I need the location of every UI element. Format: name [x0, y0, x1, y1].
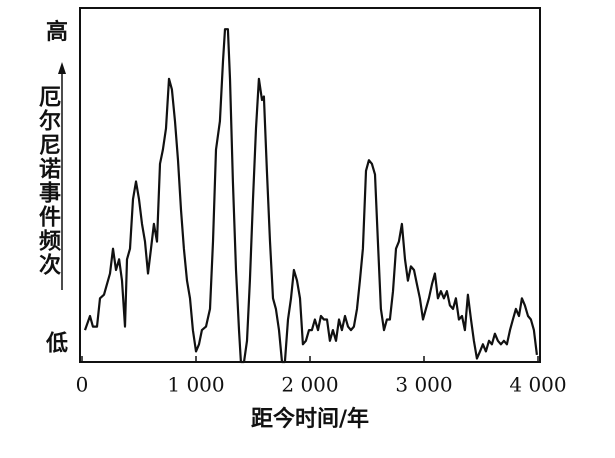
x-tick-label: 3 000	[395, 373, 452, 397]
y-arrow-head	[58, 62, 66, 74]
x-tick-label: 1 000	[167, 373, 224, 397]
plot-frame	[79, 7, 541, 363]
x-tick-label: 4 000	[509, 373, 566, 397]
y-tick-label: 低	[45, 331, 68, 356]
data-line	[83, 28, 538, 364]
y-tick-label: 高	[46, 19, 68, 45]
x-tick-label: 0	[76, 373, 89, 397]
x-tick-label: 2 000	[281, 373, 338, 397]
x-axis-label: 距今时间/年	[251, 406, 369, 432]
y-axis-label: 厄尔尼诺事件频次	[35, 85, 61, 277]
